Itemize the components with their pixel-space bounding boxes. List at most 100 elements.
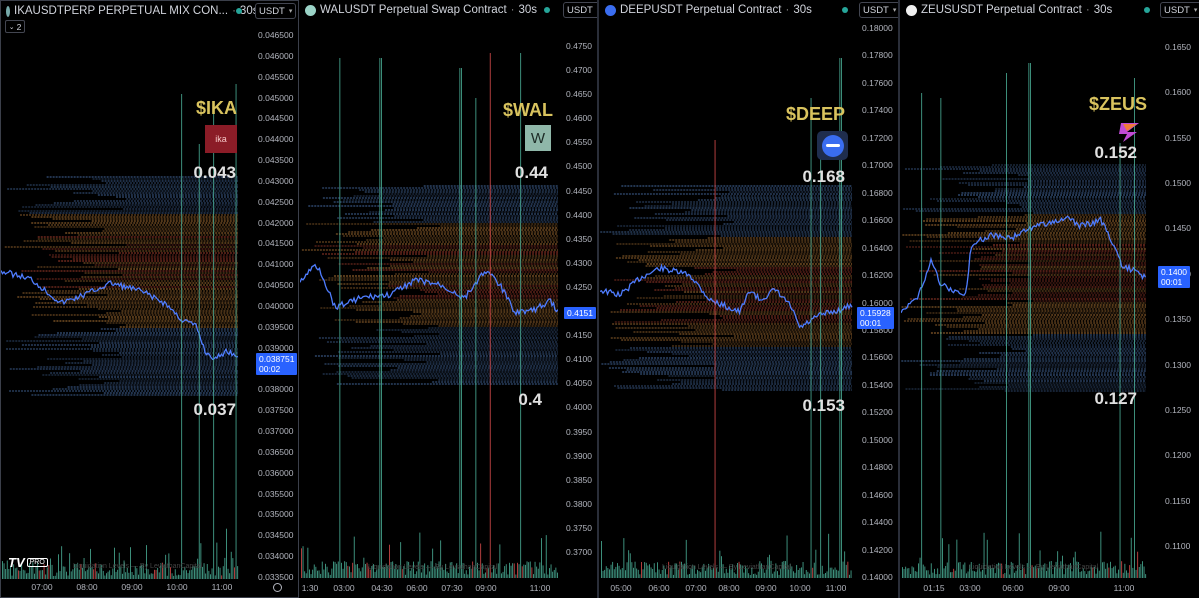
symbol-title[interactable]: ZEUSUSDT Perpetual Contract [921, 4, 1082, 16]
price-tick: 0.4650 [566, 89, 592, 100]
price-tick: 0.3800 [566, 498, 592, 509]
chart-plot-area[interactable] [1, 1, 253, 579]
settings-gear-icon[interactable] [273, 583, 282, 592]
price-tick: 0.3950 [566, 426, 592, 437]
price-tick: 0.3700 [566, 547, 592, 557]
chart-panel-ika[interactable]: IKAUSDTPERP PERPETUAL MIX CON... · 30s U… [0, 0, 299, 598]
price-tick: 0.16400 [862, 242, 893, 253]
chart-plot-area[interactable] [901, 0, 1148, 578]
price-tick: 0.034000 [258, 551, 294, 562]
price-tick: 0.16800 [862, 187, 893, 198]
time-axis[interactable]: 01:15 03:00 06:00 09:00 11:00 [901, 578, 1148, 598]
chevron-down-icon: ▾ [288, 8, 293, 15]
price-tick: 0.037500 [258, 405, 294, 416]
time-tick: 05:00 [610, 583, 632, 593]
interval-label[interactable]: 30s [793, 4, 812, 16]
price-axis[interactable]: 0.1650 0.1600 0.1550 0.1500 0.1450 0.1400 0.13… [1161, 22, 1199, 574]
deep-symbol-icon [605, 4, 616, 16]
time-axis[interactable]: 1:30 03:00 04:30 06:00 07:30 09:00 11:00 [300, 578, 558, 598]
logo-text: ika [215, 134, 227, 144]
price-tick: 0.14800 [862, 462, 893, 473]
time-axis[interactable]: 05:00 06:00 07:00 08:00 09:00 10:00 11:00 [600, 578, 854, 598]
price-tick: 0.17800 [862, 50, 893, 61]
chart-header[interactable]: IKAUSDTPERP PERPETUAL MIX CON... · 30s [1, 1, 258, 21]
price-axis[interactable]: 0.18000 0.17800 0.17600 0.17400 0.17200 0.170… [858, 22, 898, 582]
ika-symbol-icon [6, 5, 10, 17]
price-tick: 0.045500 [258, 71, 294, 82]
indicator-count: 2 [16, 21, 22, 32]
price-tick: 0.4600 [566, 113, 592, 124]
ticker-label: $IKA [195, 98, 237, 118]
price-tick: 0.17000 [862, 160, 893, 171]
price-tick: 0.1600 [1165, 87, 1191, 98]
price-tick: 0.040500 [258, 280, 294, 291]
symbol-title[interactable]: DEEPUSDT Perpetual Contract [620, 4, 782, 16]
ika-logo: ika [205, 125, 237, 153]
currency-selector[interactable]: USDT▾ [1160, 2, 1199, 18]
currency-selector[interactable]: USDT▾ [255, 3, 297, 19]
price-axis[interactable]: 0.046500 0.046000 0.045500 0.045000 0.044500… [254, 23, 298, 582]
current-price: 0.4151 [567, 308, 593, 318]
chevron-down-icon: ⌄ [8, 23, 15, 31]
interval-label[interactable]: 30s [518, 4, 538, 16]
chart-panel-wal[interactable]: WALUSDT Perpetual Swap Contract · 30s US… [300, 0, 599, 598]
price-tick: 0.041000 [258, 259, 294, 270]
currency-label: USDT [1164, 4, 1190, 16]
price-tick: 0.039000 [258, 342, 294, 353]
price-tick: 0.4300 [566, 257, 592, 268]
price-tick: 0.037000 [258, 426, 294, 437]
chart-panel-deep[interactable]: DEEPUSDT Perpetual Contract · 30s USDT ▾ … [600, 0, 900, 598]
time-tick: 11:00 [1113, 583, 1135, 593]
time-axis[interactable]: 07:00 08:00 09:00 10:00 11:00 [1, 577, 253, 597]
tradingview-logo[interactable]: TV PRO [8, 555, 48, 570]
price-tick: 0.4050 [566, 378, 592, 389]
pro-badge: PRO [26, 558, 48, 567]
liquidation-heatmap [4, 176, 238, 396]
price-axis[interactable]: 0.4750 0.4700 0.4650 0.4600 0.4550 0.4500 0.44… [562, 22, 597, 574]
price-tick: 0.1450 [1165, 223, 1191, 234]
currency-selector[interactable]: USDT▾ [859, 2, 898, 18]
price-tick: 0.4400 [566, 209, 592, 220]
chart-header[interactable]: DEEPUSDT Perpetual Contract · 30s [600, 0, 850, 20]
price-tick: 0.044000 [258, 134, 294, 145]
price-tick: 0.15800 [862, 324, 893, 335]
chart-header[interactable]: ZEUSUSDT Perpetual Contract · 30s [901, 0, 1151, 20]
collapse-indicators-button[interactable]: ⌄ 2 [5, 20, 25, 33]
time-tick: 03:00 [959, 583, 981, 593]
symbol-title[interactable]: WALUSDT Perpetual Swap Contract [320, 4, 507, 16]
time-tick: 11:00 [529, 583, 551, 593]
lower-liquidation-value: 0.127 [1094, 389, 1137, 408]
chart-plot-area[interactable] [300, 0, 558, 578]
price-tick: 0.16200 [862, 270, 893, 281]
price-tick: 0.4500 [566, 161, 592, 172]
price-tick: 0.3750 [566, 522, 592, 533]
price-tick: 0.1350 [1165, 314, 1191, 325]
price-tick: 0.1550 [1165, 132, 1191, 143]
time-tick: 06:00 [406, 583, 428, 593]
indicator-watermark: Liquidation Levels — By LeviathanCapital [662, 564, 792, 571]
price-tick: 0.043000 [258, 175, 294, 186]
chart-plot-area[interactable] [600, 0, 854, 578]
price-tick: 0.046000 [258, 50, 294, 61]
chart-header[interactable]: WALUSDT Perpetual Swap Contract · 30s [300, 0, 550, 20]
price-tick: 0.4350 [566, 233, 592, 244]
price-tick: 0.15000 [862, 434, 893, 445]
price-tick: 0.041500 [258, 238, 294, 249]
price-tick: 0.1100 [1165, 541, 1191, 551]
wal-symbol-icon [305, 4, 316, 16]
upper-liquidation-value: 0.043 [193, 163, 236, 182]
deep-mark-icon [821, 134, 844, 157]
symbol-title[interactable]: IKAUSDTPERP PERPETUAL MIX CON... [14, 5, 229, 17]
interval-label[interactable]: 30s [239, 5, 259, 17]
time-tick: 11:00 [211, 582, 233, 592]
interval-label[interactable]: 30s [1093, 4, 1113, 16]
currency-selector[interactable]: USDT▾ [563, 2, 597, 18]
currency-label: USDT [259, 5, 285, 17]
liquidation-heatmap [301, 185, 558, 385]
chevron-down-icon: ▾ [892, 7, 897, 14]
price-tick: 0.1250 [1165, 404, 1191, 415]
price-tick: 0.043500 [258, 155, 294, 166]
chart-panel-zeus[interactable]: ZEUSUSDT Perpetual Contract · 30s USDT ▾ … [901, 0, 1199, 598]
price-tick: 0.1300 [1165, 359, 1191, 370]
indicator-watermark: Liquidation Levels — By LeviathanCapital [969, 564, 1099, 571]
